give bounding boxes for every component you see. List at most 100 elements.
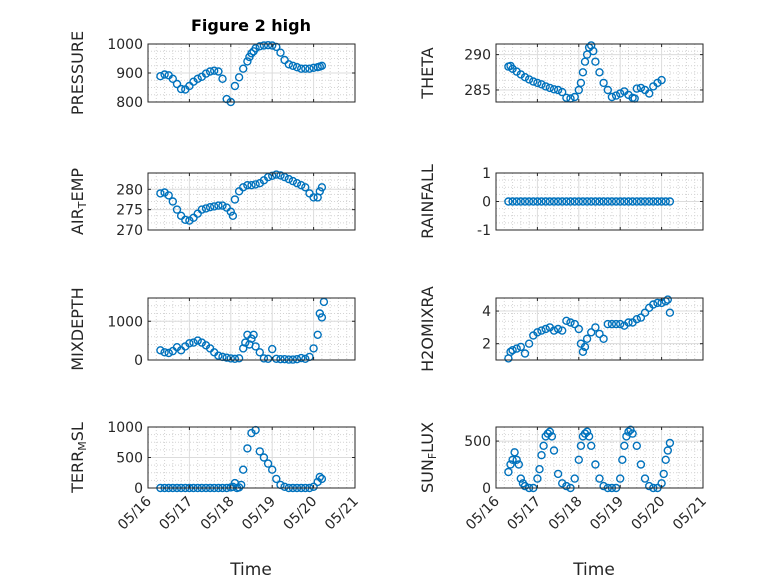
- axes-box: [147, 172, 356, 231]
- data-point: [263, 459, 273, 468]
- data-point: [520, 349, 530, 358]
- data-point: [533, 328, 542, 337]
- data-point: [524, 75, 534, 84]
- data-point: [632, 84, 641, 93]
- data-point: [276, 355, 285, 364]
- y-tick-label: 0: [482, 481, 491, 497]
- panel-theta: 285 290 THETA: [418, 41, 704, 103]
- data-point: [280, 482, 289, 491]
- data-point: [301, 64, 310, 73]
- y-tick-label: 1000: [107, 314, 143, 330]
- data-point: [549, 326, 559, 335]
- data-point: [238, 64, 248, 73]
- data-point: [539, 441, 548, 450]
- data-point: [616, 319, 625, 329]
- data-point: [537, 80, 546, 89]
- y-axis-label: AIRTEMP: [68, 168, 89, 235]
- data-point: [263, 172, 273, 182]
- y-axis-label: SUNFLUX: [418, 422, 439, 493]
- y-tick-label: 0: [134, 353, 143, 369]
- y-axis-label: RAINFALL: [418, 164, 437, 239]
- data-point: [305, 64, 314, 73]
- data-point: [222, 353, 231, 362]
- data-point: [616, 474, 625, 483]
- data-point: [587, 328, 596, 337]
- data-point: [280, 172, 289, 182]
- data-point: [255, 348, 264, 357]
- data-point: [514, 460, 523, 469]
- panel-pressure: 800 900 1000 PRESSURE: [68, 31, 356, 115]
- data-point: [226, 354, 236, 363]
- data-point: [276, 48, 285, 57]
- y-tick-label: 1000: [107, 420, 143, 436]
- y-tick-label: 1: [482, 166, 491, 182]
- data-point: [247, 180, 256, 190]
- x-tick-label: 05/18: [198, 494, 238, 534]
- data-point: [562, 197, 571, 206]
- data-point: [547, 432, 557, 441]
- panel-terr-msl: 0 500 1000 05/16 05/17 05/18 05/19 05/20 05/21 TE…: [68, 420, 362, 533]
- y-tick-label: 1000: [107, 37, 143, 53]
- data-point: [292, 355, 302, 364]
- data-point: [218, 74, 227, 84]
- data-point: [591, 460, 600, 469]
- data-point: [545, 83, 554, 93]
- data-point: [649, 197, 658, 206]
- data-point: [574, 197, 583, 206]
- x-axis-label-right: Time: [572, 560, 615, 580]
- data-point: [226, 207, 236, 216]
- data-point: [234, 354, 244, 363]
- data-point: [603, 197, 612, 206]
- data-point: [251, 342, 260, 351]
- y-axis-label: MIXDEPTH: [68, 287, 87, 370]
- data-point: [603, 319, 612, 329]
- data-point: [663, 446, 672, 455]
- data-point: [512, 344, 521, 353]
- data-point: [263, 354, 273, 363]
- data-point: [595, 197, 604, 206]
- data-point: [234, 483, 244, 492]
- data-point: [640, 474, 650, 483]
- data-point: [645, 481, 654, 491]
- data-point: [309, 193, 318, 202]
- axes-background: [496, 44, 703, 102]
- axes-background: [496, 298, 703, 360]
- data-point: [508, 197, 517, 206]
- data-point: [172, 205, 182, 214]
- data-point: [632, 441, 641, 450]
- data-point: [591, 323, 600, 332]
- y-tick-label: 800: [116, 95, 143, 111]
- data-point: [315, 187, 324, 196]
- data-point: [247, 49, 256, 58]
- data-point: [640, 308, 650, 317]
- data-point: [512, 197, 521, 206]
- data-point: [193, 336, 202, 345]
- data-point: [659, 469, 668, 479]
- data-point: [201, 69, 211, 78]
- data-point: [599, 197, 608, 206]
- data-point: [272, 170, 281, 179]
- data-point: [553, 469, 563, 479]
- data-point: [317, 183, 327, 192]
- y-axis-label: TERRMSL: [68, 422, 89, 494]
- data-point: [272, 354, 281, 363]
- data-point: [645, 89, 654, 98]
- data-point: [580, 342, 590, 352]
- axes-box: [147, 297, 356, 361]
- data-point: [508, 455, 517, 464]
- data-point: [189, 338, 198, 347]
- data-point: [230, 81, 240, 91]
- data-point: [549, 85, 559, 94]
- data-point: [284, 60, 293, 69]
- data-point: [176, 84, 186, 94]
- data-point: [665, 197, 675, 206]
- data-point: [661, 197, 670, 206]
- panel-mixdepth: 0 1000 MIXDEPTH: [68, 287, 356, 371]
- y-tick-label: 900: [116, 66, 143, 82]
- x-tick-label: 05/21: [670, 494, 710, 534]
- data-point: [640, 197, 650, 206]
- y-axis-label: THETA: [418, 47, 437, 99]
- data-point: [516, 474, 525, 483]
- data-point: [599, 78, 608, 88]
- x-tick-label: 05/17: [504, 494, 544, 534]
